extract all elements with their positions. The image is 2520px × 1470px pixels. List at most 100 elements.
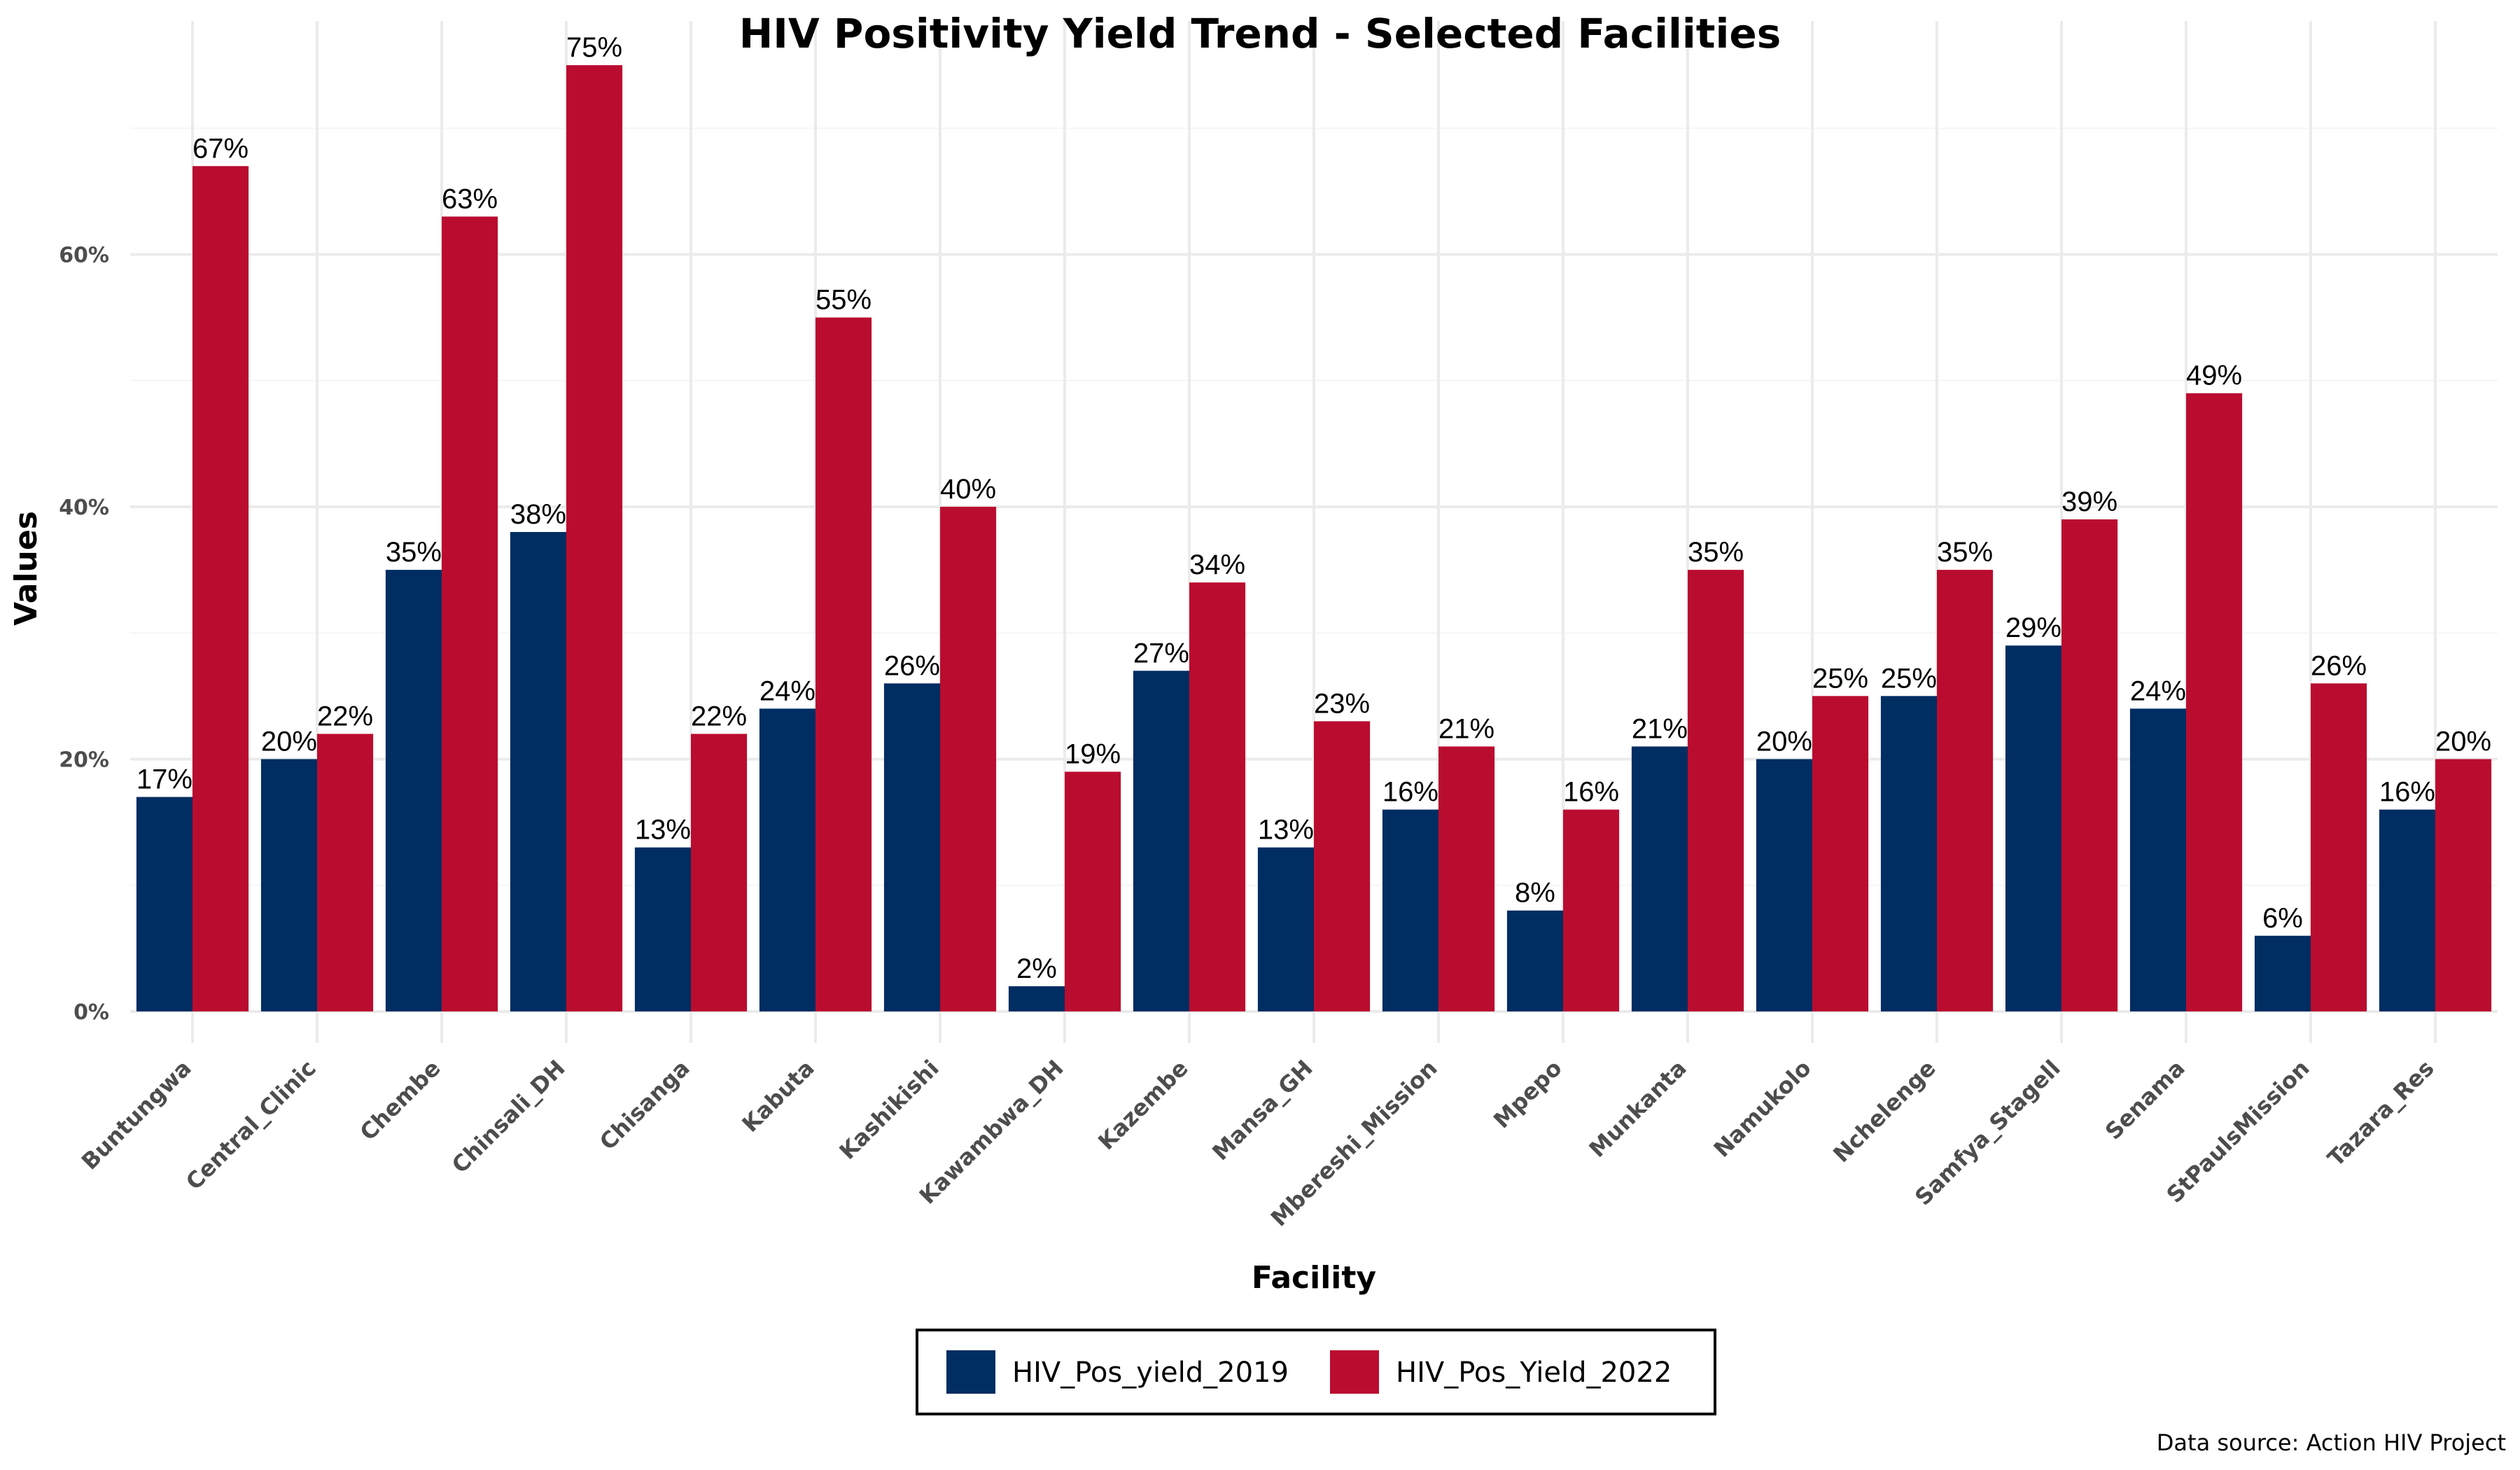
bar-HIV_Pos_Yield_2022-StPaulsMission xyxy=(2311,683,2367,1011)
data-label: 22% xyxy=(691,701,747,732)
bar-HIV_Pos_yield_2019-Chinsali_DH xyxy=(510,532,566,1011)
bar-HIV_Pos_yield_2019-Kabuta xyxy=(759,708,816,1011)
legend-box xyxy=(916,1329,1716,1415)
bar-HIV_Pos_Yield_2022-Senama xyxy=(2186,393,2243,1011)
chart-title: HIV Positivity Yield Trend - Selected Fa… xyxy=(739,10,1782,57)
bar-HIV_Pos_yield_2019-Kawambwa_DH xyxy=(1008,986,1065,1011)
bar-HIV_Pos_Yield_2022-Namukolo xyxy=(1812,696,1869,1011)
x-tick-label: Mansa_GH xyxy=(1207,1055,1317,1166)
data-label: 26% xyxy=(884,650,940,681)
data-label: 29% xyxy=(2005,612,2062,643)
caption: Data source: Action HIV Project xyxy=(2157,1429,2506,1456)
bar-HIV_Pos_yield_2019-Central_Clinic xyxy=(260,759,317,1011)
x-tick-label: Kashikishi xyxy=(834,1055,944,1165)
x-tick-label: Buntungwa xyxy=(76,1055,197,1175)
x-tick-label: Kazembe xyxy=(1093,1055,1193,1155)
legend-label-2022: HIV_Pos_Yield_2022 xyxy=(1396,1357,1672,1389)
x-tick-label: Chembe xyxy=(355,1055,446,1146)
bar-HIV_Pos_Yield_2022-Kawambwa_DH xyxy=(1065,771,1121,1011)
bar-HIV_Pos_Yield_2022-Mbereshi_Mission xyxy=(1438,746,1495,1011)
data-label: 20% xyxy=(261,726,317,757)
data-label: 38% xyxy=(510,499,566,530)
x-tick-label: Nchelenge xyxy=(1828,1055,1940,1168)
x-tick-label: Namukolo xyxy=(1709,1055,1816,1163)
data-label: 2% xyxy=(1016,953,1057,984)
data-label: 19% xyxy=(1065,738,1121,769)
bar-HIV_Pos_Yield_2022-Mansa_GH xyxy=(1314,721,1371,1011)
data-label: 40% xyxy=(940,474,996,505)
bar-HIV_Pos_Yield_2022-Kazembe xyxy=(1189,582,1246,1011)
data-label: 6% xyxy=(2262,903,2303,934)
x-axis-title: Facility xyxy=(1252,1260,1376,1296)
data-label: 16% xyxy=(1563,777,1619,808)
x-tick-label: Mpepo xyxy=(1488,1055,1567,1134)
y-axis-title: Values xyxy=(8,511,44,626)
y-tick-label: 40% xyxy=(59,496,109,520)
legend-label-2019: HIV_Pos_yield_2019 xyxy=(1012,1357,1289,1389)
data-label: 49% xyxy=(2186,360,2242,391)
data-label: 8% xyxy=(1515,878,1555,909)
data-label: 17% xyxy=(136,764,192,795)
bar-HIV_Pos_yield_2019-Munkanta xyxy=(1631,746,1688,1011)
bar-HIV_Pos_yield_2019-Tazara_Res xyxy=(2379,809,2435,1011)
data-label: 63% xyxy=(442,183,498,214)
bar-HIV_Pos_Yield_2022-Chembe xyxy=(442,216,498,1011)
bar-HIV_Pos_yield_2019-Samfya_Stagell xyxy=(2005,645,2062,1011)
data-label: 26% xyxy=(2311,650,2367,681)
data-label: 22% xyxy=(317,701,373,732)
bars xyxy=(136,65,2492,1011)
bar-HIV_Pos_yield_2019-Kashikishi xyxy=(883,683,940,1011)
data-label: 35% xyxy=(1688,537,1744,568)
bar-HIV_Pos_yield_2019-Senama xyxy=(2129,708,2186,1011)
data-label: 55% xyxy=(816,285,872,316)
bar-HIV_Pos_Yield_2022-Kashikishi xyxy=(940,506,997,1011)
bar-HIV_Pos_Yield_2022-Kabuta xyxy=(816,317,872,1011)
y-axis-ticks: 0% 20% 40% 60% xyxy=(59,243,109,1024)
bar-HIV_Pos_yield_2019-Namukolo xyxy=(1756,759,1812,1011)
bar-HIV_Pos_yield_2019-Mbereshi_Mission xyxy=(1382,809,1438,1011)
data-label: 24% xyxy=(760,676,816,706)
x-tick-label: Senama xyxy=(2100,1055,2190,1145)
bar-HIV_Pos_Yield_2022-Buntungwa xyxy=(192,166,249,1011)
bar-HIV_Pos_yield_2019-Chisanga xyxy=(634,847,691,1011)
data-label: 20% xyxy=(1756,726,1812,757)
x-tick-label: Chinsali_DH xyxy=(447,1055,570,1179)
data-label: 35% xyxy=(1937,537,1993,568)
data-label: 24% xyxy=(2130,676,2186,706)
legend: HIV_Pos_yield_2019 HIV_Pos_Yield_2022 xyxy=(916,1329,1716,1415)
data-label: 20% xyxy=(2435,726,2491,757)
bar-HIV_Pos_yield_2019-Nchelenge xyxy=(1880,696,1937,1011)
x-tick-label: Chisanga xyxy=(594,1055,695,1156)
bar-HIV_Pos_yield_2019-Mansa_GH xyxy=(1257,847,1314,1011)
data-label: 21% xyxy=(1438,713,1494,744)
data-label: 13% xyxy=(1258,815,1314,846)
x-tick-label: Central_Clinic xyxy=(181,1055,321,1196)
data-label: 39% xyxy=(2062,486,2118,517)
bar-HIV_Pos_yield_2019-Chembe xyxy=(385,570,442,1011)
bar-HIV_Pos_Yield_2022-Munkanta xyxy=(1688,570,1744,1011)
data-label: 21% xyxy=(1632,713,1688,744)
bar-HIV_Pos_Yield_2022-Chisanga xyxy=(691,734,748,1011)
data-label: 75% xyxy=(566,32,622,63)
bar-HIV_Pos_Yield_2022-Nchelenge xyxy=(1937,570,1994,1011)
x-tick-label: Kabuta xyxy=(737,1055,820,1138)
x-tick-label: Tazara_Res xyxy=(2323,1055,2440,1172)
y-tick-label: 0% xyxy=(74,1000,109,1025)
y-tick-label: 60% xyxy=(59,243,109,267)
bar-HIV_Pos_yield_2019-Kazembe xyxy=(1133,671,1189,1011)
legend-swatch-2022 xyxy=(1330,1350,1379,1394)
data-labels: 17% 20% 35% 38% 13% 24% 26% 2% 27% 13% 16% 8% 21% 20%… xyxy=(136,32,2491,984)
bar-HIV_Pos_Yield_2022-Chinsali_DH xyxy=(566,65,623,1011)
bar-HIV_Pos_yield_2019-Buntungwa xyxy=(136,797,192,1011)
data-label: 35% xyxy=(386,537,442,568)
data-label: 67% xyxy=(192,133,248,164)
data-label: 27% xyxy=(1133,638,1189,668)
bar-HIV_Pos_yield_2019-Mpepo xyxy=(1506,910,1563,1011)
data-label: 16% xyxy=(2379,777,2435,808)
y-tick-label: 20% xyxy=(59,748,109,772)
data-label: 34% xyxy=(1189,550,1245,580)
data-label: 25% xyxy=(1881,663,1937,694)
bar-HIV_Pos_Yield_2022-Tazara_Res xyxy=(2435,759,2492,1011)
